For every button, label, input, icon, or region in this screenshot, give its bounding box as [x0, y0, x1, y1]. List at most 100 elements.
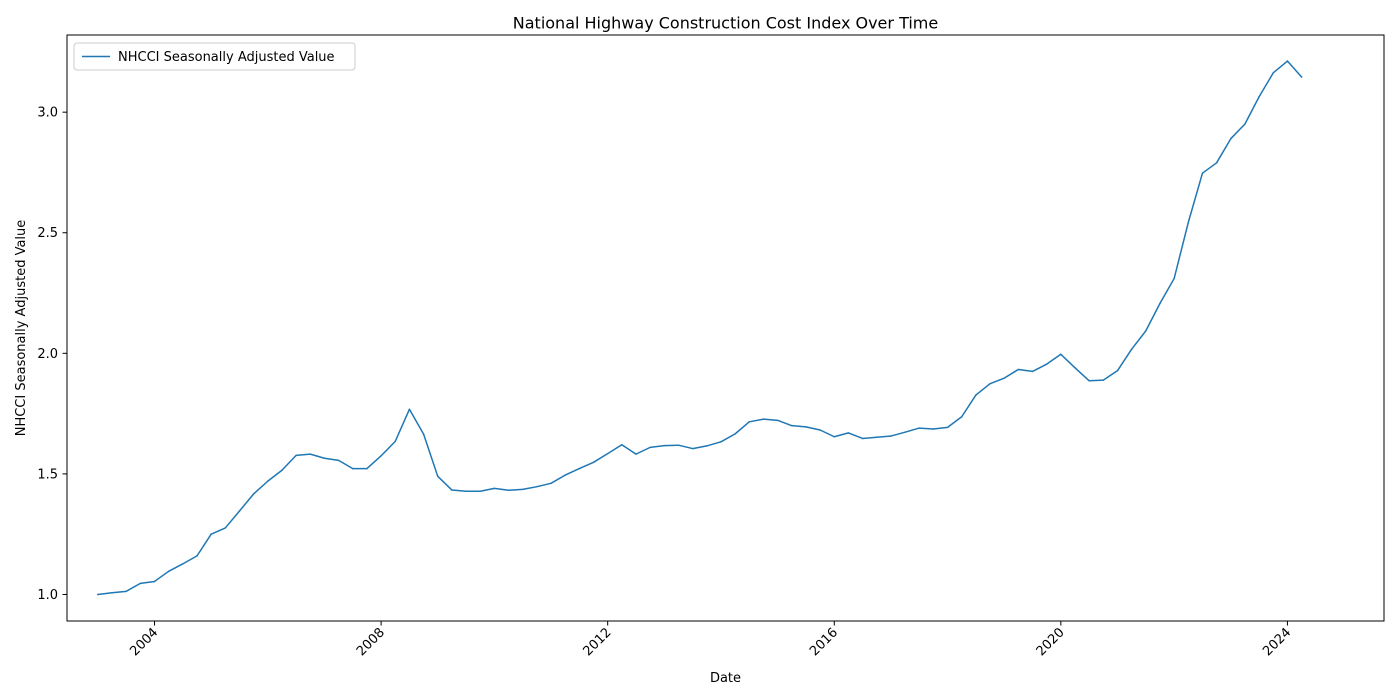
- data-point: [876, 436, 878, 438]
- data-point: [918, 427, 920, 429]
- legend: NHCCI Seasonally Adjusted Value: [73, 42, 356, 71]
- series-line-0: [97, 60, 1303, 596]
- data-point: [1074, 367, 1076, 369]
- data-point: [465, 490, 467, 493]
- data-point: [706, 445, 708, 447]
- data-point: [691, 447, 694, 450]
- data-point: [422, 433, 425, 435]
- data-point: [1300, 76, 1303, 78]
- data-point: [267, 480, 269, 482]
- x-axis-label: Date: [710, 671, 741, 686]
- data-point: [635, 453, 637, 455]
- data-point: [366, 467, 368, 470]
- data-point: [408, 408, 411, 411]
- data-point: [521, 488, 524, 491]
- data-point: [224, 527, 227, 529]
- y-tick-label: 1.0: [37, 588, 58, 603]
- data-point: [975, 394, 977, 396]
- data-point: [125, 590, 127, 593]
- data-point: [182, 563, 184, 565]
- data-point: [592, 461, 595, 464]
- data-point: [1173, 277, 1175, 280]
- data-point: [238, 510, 241, 512]
- legend-label: NHCCI Seasonally Adjusted Value: [118, 50, 335, 65]
- data-point: [960, 415, 963, 418]
- data-point: [805, 426, 807, 428]
- data-point: [380, 455, 382, 457]
- data-point: [989, 382, 991, 385]
- data-point: [1201, 172, 1204, 174]
- data-point: [1102, 379, 1105, 381]
- legend-box: [73, 42, 356, 71]
- data-point: [352, 467, 354, 470]
- data-point: [734, 433, 736, 435]
- data-point: [1230, 137, 1232, 140]
- data-point: [1003, 377, 1005, 379]
- data-point: [295, 454, 297, 457]
- data-point: [1031, 370, 1034, 373]
- data-point: [1088, 380, 1090, 382]
- data-point: [748, 421, 751, 423]
- data-point: [833, 436, 836, 438]
- data-point: [1116, 369, 1119, 372]
- data-point: [97, 593, 99, 596]
- y-axis-label: NHCCI Seasonally Adjusted Value: [14, 220, 29, 437]
- data-point: [550, 482, 552, 485]
- data-point: [281, 469, 283, 472]
- data-point: [1060, 353, 1062, 356]
- data-point: [606, 452, 609, 455]
- y-axis-ticks: 1.0 1.5 2.0 2.5 3.0: [37, 106, 67, 603]
- y-tick-label: 3.0: [37, 106, 58, 121]
- data-point: [621, 443, 623, 446]
- data-point: [1244, 123, 1246, 125]
- data-point: [309, 453, 312, 455]
- y-tick-label: 1.5: [37, 467, 58, 482]
- data-point: [196, 555, 198, 557]
- data-point: [720, 441, 722, 443]
- data-point: [1130, 348, 1133, 350]
- data-point: [578, 467, 581, 470]
- data-point: [819, 429, 821, 431]
- data-point: [1286, 60, 1289, 62]
- data-point: [493, 487, 496, 490]
- data-point: [1159, 302, 1161, 305]
- data-point: [167, 570, 170, 573]
- data-point: [337, 459, 340, 462]
- data-point: [1272, 72, 1275, 74]
- data-point: [932, 428, 935, 430]
- data-point: [507, 489, 510, 492]
- data-point: [946, 426, 949, 429]
- data-point: [394, 440, 397, 443]
- data-point: [663, 444, 666, 447]
- data-point: [1215, 162, 1218, 164]
- data-point: [111, 592, 113, 594]
- data-point: [153, 580, 156, 583]
- series-group: [97, 60, 1303, 596]
- data-point: [1017, 368, 1020, 371]
- data-point: [1258, 95, 1260, 98]
- y-tick-label: 2.5: [37, 226, 58, 241]
- data-point: [677, 444, 680, 446]
- plot-frame: [66, 34, 1385, 622]
- data-point: [762, 418, 765, 420]
- data-point: [210, 533, 212, 535]
- data-point: [890, 435, 892, 437]
- data-point: [1045, 363, 1048, 365]
- data-point: [776, 419, 779, 422]
- data-point: [847, 432, 850, 434]
- data-point: [139, 582, 142, 585]
- data-point: [451, 489, 453, 491]
- data-point: [1145, 330, 1147, 332]
- data-point: [1187, 221, 1190, 224]
- data-point: [649, 446, 651, 449]
- data-point: [536, 485, 538, 488]
- y-tick-label: 2.0: [37, 347, 58, 362]
- data-point: [437, 475, 439, 478]
- chart-title: National Highway Construction Cost Index…: [513, 14, 938, 33]
- data-point: [252, 493, 255, 495]
- data-point: [791, 424, 793, 427]
- data-point: [323, 457, 326, 459]
- plot-area: [66, 34, 1385, 622]
